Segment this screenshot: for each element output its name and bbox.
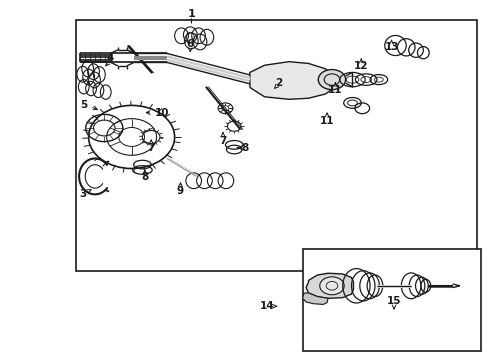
PathPatch shape [306,273,353,298]
Text: 7: 7 [147,143,155,153]
Text: 13: 13 [384,42,399,52]
Text: 4: 4 [107,53,114,63]
Text: 8: 8 [141,172,148,182]
Text: 7: 7 [220,136,227,145]
Text: 15: 15 [387,296,401,306]
Text: 3: 3 [79,189,86,199]
Text: 10: 10 [155,108,169,118]
Text: 11: 11 [320,116,334,126]
Text: 6: 6 [187,39,194,49]
Text: 14: 14 [260,301,274,311]
Circle shape [318,69,345,90]
PathPatch shape [303,293,328,305]
Text: 2: 2 [275,78,283,88]
PathPatch shape [250,62,333,99]
Circle shape [320,277,344,295]
Text: 11: 11 [328,85,343,95]
Text: 9: 9 [177,186,184,197]
Text: 8: 8 [242,143,248,153]
Bar [303,249,481,351]
Text: 1: 1 [187,9,195,19]
Text: 5: 5 [80,100,87,110]
Bar [76,21,477,271]
Text: 12: 12 [354,61,368,71]
